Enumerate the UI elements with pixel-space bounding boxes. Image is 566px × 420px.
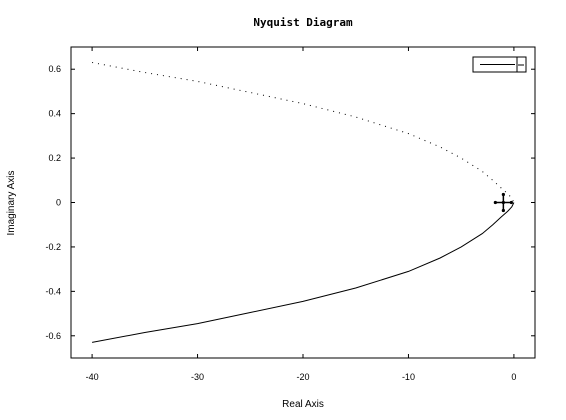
critical-point-dot — [501, 208, 505, 213]
series-line-solid — [92, 202, 515, 343]
x-tick-label: -20 — [296, 372, 309, 382]
critical-point-dot — [509, 200, 513, 205]
y-tick-label: -0.2 — [45, 242, 61, 252]
y-tick-label: 0.4 — [48, 109, 61, 119]
axis-ticks: -40 -30 -20 -10 0 -0.6 -0.4 -0.2 0 0.2 0.4 0.6 — [45, 47, 535, 382]
critical-point-dot — [493, 200, 497, 205]
chart-title: Nyquist Diagram — [253, 16, 353, 29]
plot-series — [92, 62, 515, 343]
x-tick-label: -30 — [191, 372, 204, 382]
y-tick-label: -0.6 — [45, 331, 61, 341]
x-axis-label: Real Axis — [282, 399, 324, 410]
y-tick-label: 0 — [56, 198, 61, 208]
plot-area-frame — [70, 46, 536, 359]
critical-point-dot — [501, 200, 505, 205]
y-axis-label: Imaginary Axis — [6, 170, 17, 235]
legend — [472, 56, 527, 73]
x-tick-label: -10 — [402, 372, 415, 382]
critical-point-marker — [493, 192, 513, 213]
x-tick-label: 0 — [511, 372, 516, 382]
critical-point-dot — [501, 192, 505, 197]
y-tick-label: -0.4 — [45, 286, 61, 296]
x-tick-label: -40 — [86, 372, 99, 382]
y-tick-label: 0.2 — [48, 153, 61, 163]
series-line-dotted — [92, 62, 515, 203]
y-tick-label: 0.6 — [48, 64, 61, 74]
